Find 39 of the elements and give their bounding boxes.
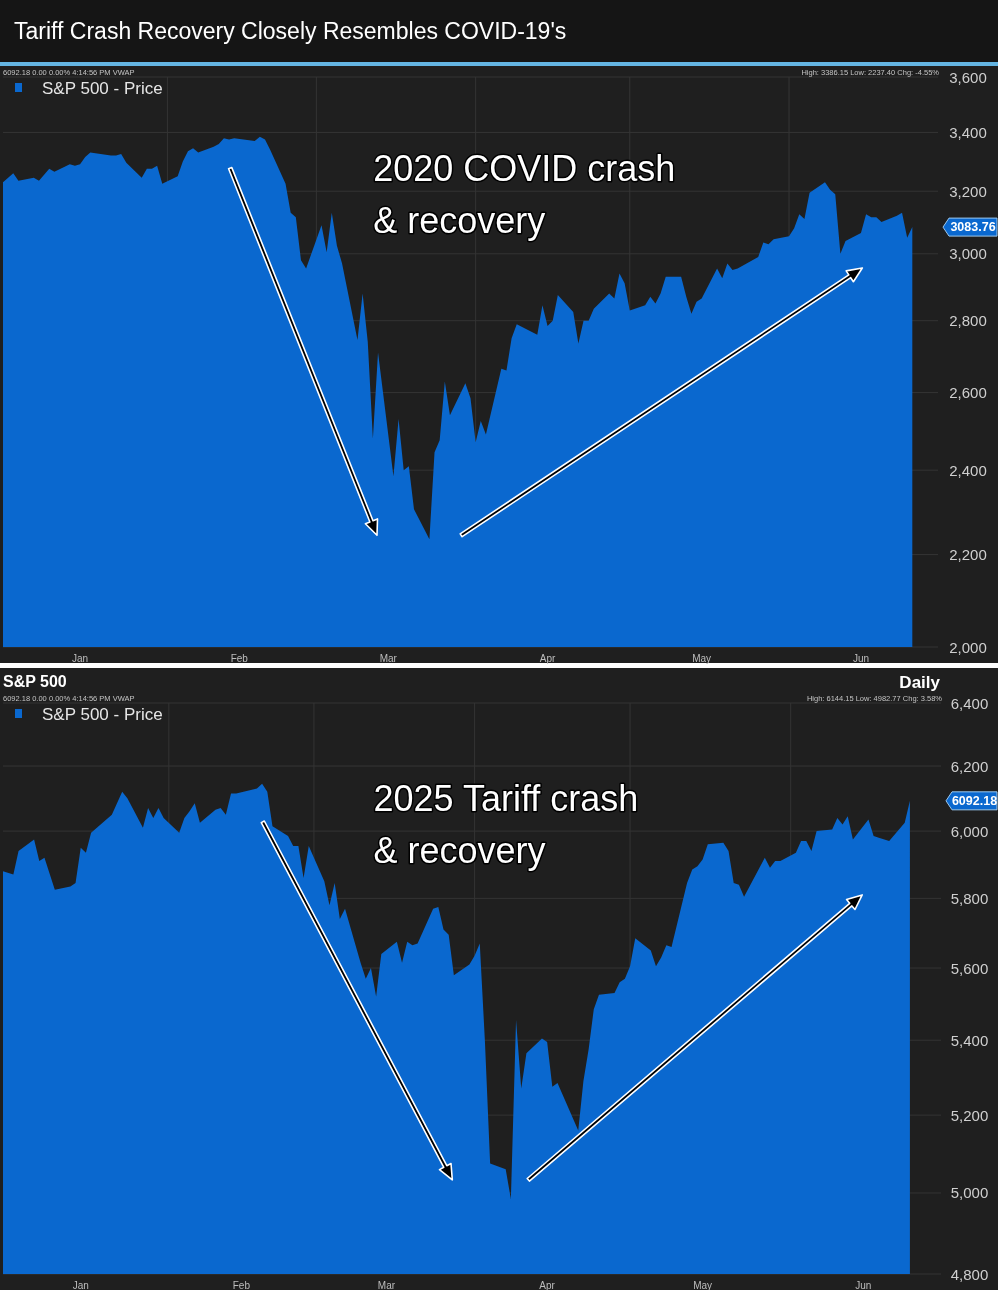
text: 3083.76 [950,220,996,235]
x-tick-label: Feb [232,1279,251,1290]
y-tick-label: 2,200 [949,546,987,564]
x-tick-label: Feb [230,652,249,664]
x-tick-label: May [693,1279,713,1290]
y-tick-label: 6,400 [950,694,989,712]
y-tick-label: 4,800 [950,1265,989,1283]
x-tick-label: May [692,652,712,664]
chart-title: Tariff Crash Recovery Closely Resembles COVID-19's [14,18,567,44]
x-tick-label: Apr [539,652,557,664]
y-tick-label: 2,000 [949,638,987,656]
y-tick-label: 3,000 [949,245,987,263]
y-tick-label: 2,400 [949,461,987,479]
text: 6092.18 [951,793,998,808]
x-tick-label: Mar [379,652,398,664]
y-tick-label: 5,000 [950,1184,989,1202]
x-tick-label: Jun [855,1279,872,1290]
y-tick-label: 2,600 [949,384,987,402]
y-tick-label: 3,600 [949,68,987,86]
y-tick-label: 5,800 [950,889,989,907]
chart-subtitle: Daily [899,673,941,692]
x-tick-label: Mar [377,1279,396,1290]
y-tick-label: 5,200 [950,1106,989,1124]
annotation: 2020 COVID crash & recovery [373,147,676,241]
y-tick-label: 2,800 [949,312,987,330]
annotation: 2025 Tariff crash & recovery [373,778,639,872]
x-tick-label: Apr [539,1279,556,1290]
legend-label: S&P 500 - Price [42,78,163,98]
x-tick-label: Jan [72,1279,89,1290]
y-tick-label: 5,600 [950,959,989,977]
y-tick-label: 3,400 [949,123,987,141]
chart-title: S&P 500 [3,673,67,690]
x-tick-label: Jun [852,652,869,664]
x-tick-label: Jan [72,652,89,664]
y-tick-label: 6,200 [950,757,989,775]
y-tick-label: 5,400 [950,1031,989,1049]
y-tick-label: 3,200 [949,182,987,200]
y-tick-label: 6,000 [950,822,989,840]
legend-label: S&P 500 - Price [42,704,163,724]
